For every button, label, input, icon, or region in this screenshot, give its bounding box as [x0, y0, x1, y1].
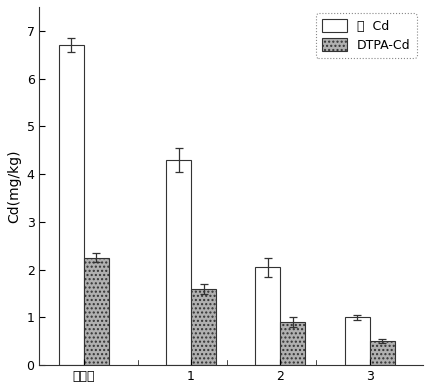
Bar — [344, 317, 369, 365]
Bar — [280, 322, 305, 365]
Bar — [191, 289, 216, 365]
Bar — [166, 160, 191, 365]
Bar — [369, 341, 394, 365]
Bar — [255, 267, 280, 365]
Legend: 总  Cd, DTPA-Cd: 总 Cd, DTPA-Cd — [316, 13, 417, 58]
Y-axis label: Cd(mg/kg): Cd(mg/kg) — [7, 149, 21, 223]
Bar — [84, 258, 109, 365]
Bar — [59, 45, 84, 365]
